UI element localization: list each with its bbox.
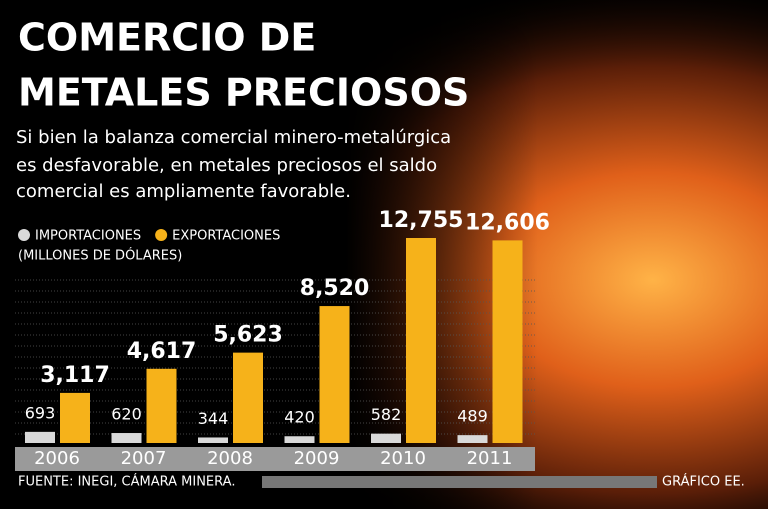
bar — [111, 433, 142, 443]
data-label: 344 — [198, 409, 229, 428]
chart-title: METALES PRECIOSOS — [18, 71, 469, 115]
data-label: 3,117 — [40, 363, 110, 388]
data-label: 4,617 — [127, 339, 197, 364]
year-band — [15, 447, 535, 471]
data-label: 693 — [25, 403, 56, 422]
data-label: 8,520 — [300, 276, 370, 301]
stripes — [15, 275, 535, 443]
bar — [406, 238, 436, 443]
data-label: 420 — [284, 408, 315, 427]
legend-label: IMPORTACIONES — [35, 229, 141, 244]
data-label: 489 — [457, 407, 488, 426]
legend-label: EXPORTACIONES — [172, 229, 280, 244]
bar — [492, 240, 523, 443]
bar — [198, 437, 228, 443]
subtitle: Si bien la balanza comercial minero-meta… — [16, 127, 451, 148]
bar — [371, 433, 401, 443]
bar — [233, 352, 263, 443]
legend-swatch — [18, 229, 30, 241]
footer-bar — [262, 476, 657, 488]
data-label: 12,606 — [465, 210, 550, 235]
unit-label: (MILLONES DE DÓLARES) — [18, 248, 182, 264]
x-tick-label: 2009 — [294, 448, 340, 469]
x-tick-label: 2007 — [121, 448, 167, 469]
data-label: 5,623 — [213, 323, 283, 348]
legend-swatch — [155, 229, 168, 241]
data-label: 620 — [111, 405, 142, 424]
bar — [284, 436, 315, 443]
x-tick-label: 2006 — [34, 448, 80, 469]
chart-title: COMERCIO DE — [18, 16, 316, 60]
bar — [319, 306, 350, 443]
x-tick-label: 2011 — [467, 448, 513, 469]
bar — [457, 435, 488, 443]
subtitle: es desfavorable, en metales preciosos el… — [16, 155, 437, 176]
subtitle: comercial es ampliamente favorable. — [16, 181, 351, 202]
data-label: 12,755 — [379, 208, 464, 233]
data-label: 582 — [371, 405, 402, 424]
x-tick-label: 2010 — [380, 448, 426, 469]
bar — [146, 368, 177, 443]
credit: GRÁFICO EE. — [662, 474, 745, 490]
bar — [60, 392, 90, 443]
source: FUENTE: INEGI, CÁMARA MINERA. — [18, 474, 235, 490]
bar — [25, 431, 55, 443]
x-tick-label: 2008 — [207, 448, 253, 469]
